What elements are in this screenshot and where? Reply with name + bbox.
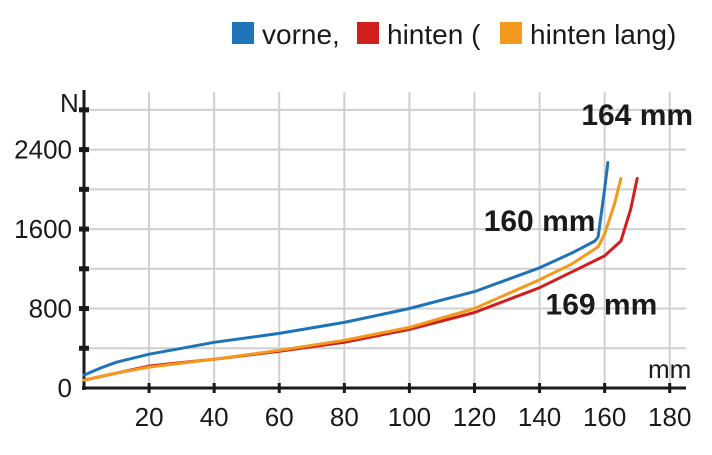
y-tick-label: 2400 (14, 135, 72, 165)
x-tick-label: 160 (583, 402, 626, 432)
x-tick-label: 40 (200, 402, 229, 432)
y-tick-label: 800 (29, 294, 72, 324)
grid (84, 92, 686, 388)
annotation-label: 160 mm (484, 205, 596, 238)
y-axis-label: N (60, 88, 79, 118)
series-line (82, 161, 610, 377)
x-tick-label: 140 (518, 402, 561, 432)
x-axis-label: mm (648, 354, 691, 384)
x-tick-label: 80 (330, 402, 359, 432)
legend: vorne, hinten ( hinten lang) (232, 19, 676, 50)
x-tick-label: 60 (265, 402, 294, 432)
series-line (82, 176, 623, 382)
legend-label-hinten: hinten ( (387, 19, 481, 50)
x-tick-label: 20 (135, 402, 164, 432)
annotation-label: 164 mm (581, 99, 693, 132)
legend-label-hinten-lang: hinten lang) (530, 19, 676, 50)
x-tick-label: 120 (453, 402, 496, 432)
legend-swatch-hinten-lang (500, 22, 522, 44)
y-tick-label: 0 (58, 373, 72, 403)
annotation-label: 169 mm (546, 288, 658, 321)
legend-label-vorne: vorne, (262, 19, 340, 50)
legend-swatch-hinten (357, 22, 379, 44)
x-tick-label: 100 (388, 402, 431, 432)
y-tick-label: 1600 (14, 214, 72, 244)
series-lines (82, 161, 639, 382)
annotations: 164 mm 160 mm 169 mm (484, 99, 693, 322)
x-tick-label: 180 (648, 402, 691, 432)
ticks: 0 800 1600 2400 20 40 60 80 100 120 140 160 180 (14, 107, 691, 432)
legend-swatch-vorne (232, 22, 254, 44)
axes (82, 90, 686, 390)
